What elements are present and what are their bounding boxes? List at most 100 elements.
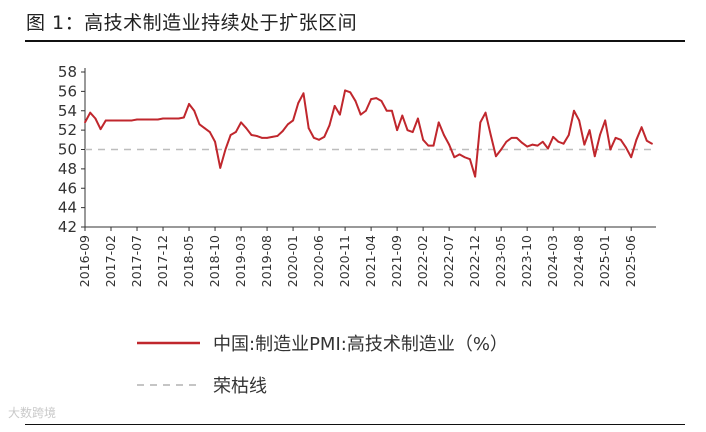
- data-point: [593, 155, 596, 158]
- title-rule: [25, 40, 685, 42]
- y-tick-label: 52: [58, 121, 77, 139]
- data-point: [380, 100, 383, 102]
- data-point: [338, 113, 341, 116]
- x-tick-label: 2017-07: [129, 235, 144, 287]
- data-point: [385, 109, 388, 112]
- data-point: [94, 117, 97, 120]
- y-tick-label: 50: [58, 141, 77, 159]
- data-point: [328, 124, 331, 127]
- x-tick-label: 2021-09: [389, 235, 404, 287]
- data-point: [609, 148, 612, 151]
- data-point: [651, 142, 653, 145]
- x-tick-label: 2020-01: [285, 235, 300, 287]
- data-point: [645, 139, 648, 142]
- data-point: [354, 100, 357, 102]
- x-tick-label: 2020-06: [311, 235, 326, 287]
- legend-label-high-tech-pmi: 中国:制造业PMI:高技术制造业（%）: [213, 334, 508, 355]
- data-point: [552, 136, 555, 138]
- data-point: [599, 134, 601, 136]
- data-point: [437, 121, 440, 124]
- data-point: [136, 118, 138, 121]
- data-point: [266, 136, 268, 139]
- data-point: [614, 136, 617, 139]
- data-point: [557, 140, 560, 143]
- data-point: [89, 111, 92, 114]
- data-point: [182, 116, 185, 119]
- data-point: [271, 136, 274, 138]
- data-point: [104, 119, 107, 122]
- data-point: [510, 136, 513, 139]
- data-point: [500, 148, 503, 151]
- bottom-rule: [25, 424, 685, 425]
- data-point: [115, 119, 118, 122]
- data-point: [619, 138, 622, 141]
- x-tick-label: 2017-12: [155, 235, 170, 287]
- data-point: [625, 146, 627, 149]
- x-tick-label: 2018-10: [207, 235, 222, 287]
- data-point: [391, 109, 393, 112]
- data-point: [323, 136, 326, 138]
- data-point: [333, 105, 336, 107]
- data-point: [344, 89, 346, 92]
- data-point: [531, 143, 534, 146]
- data-point: [292, 119, 294, 122]
- x-tick-label: 2016-09: [77, 235, 92, 287]
- data-point: [245, 127, 248, 130]
- data-point: [541, 140, 544, 143]
- data-point: [240, 121, 242, 124]
- data-point: [458, 153, 461, 156]
- data-point: [401, 114, 404, 117]
- data-point: [578, 119, 581, 122]
- data-point: [588, 129, 591, 132]
- data-point: [234, 131, 237, 133]
- data-point: [505, 140, 508, 143]
- data-point: [489, 134, 492, 136]
- data-point: [562, 142, 565, 145]
- data-point: [427, 144, 430, 147]
- data-point: [146, 118, 149, 121]
- data-point: [312, 136, 315, 139]
- data-point: [417, 117, 419, 120]
- data-point: [198, 123, 201, 126]
- data-point: [567, 134, 570, 136]
- data-point: [370, 98, 372, 101]
- data-point: [130, 119, 133, 122]
- data-point: [193, 109, 196, 112]
- data-point: [474, 175, 477, 178]
- y-tick-label: 44: [58, 199, 77, 217]
- data-point: [463, 156, 466, 159]
- data-point: [359, 113, 362, 116]
- data-point: [640, 126, 643, 129]
- y-tick-label: 56: [58, 82, 77, 100]
- data-point: [297, 102, 300, 104]
- data-point: [167, 117, 170, 120]
- data-point: [443, 134, 445, 136]
- data-point: [84, 121, 86, 124]
- data-point: [208, 131, 211, 133]
- data-point: [365, 109, 367, 112]
- data-point: [250, 134, 253, 136]
- data-point: [219, 167, 222, 169]
- data-point: [307, 127, 310, 130]
- data-point: [125, 119, 128, 122]
- data-point: [110, 119, 112, 122]
- data-point: [536, 144, 539, 147]
- data-point: [479, 121, 482, 124]
- figure-title: 图 1：高技术制造业持续处于扩张区间: [26, 12, 358, 34]
- data-point: [583, 143, 586, 146]
- data-point: [302, 92, 305, 95]
- x-tick-label: 2024-03: [545, 235, 560, 287]
- x-tick-label: 2023-05: [493, 235, 508, 287]
- data-point: [255, 135, 258, 137]
- x-tick-label: 2023-10: [519, 235, 534, 287]
- x-tick-label: 2025-06: [623, 235, 638, 287]
- y-tick-label: 58: [58, 63, 77, 81]
- data-point: [120, 119, 123, 122]
- data-point: [229, 134, 232, 136]
- data-point: [151, 118, 154, 121]
- x-tick-label: 2022-07: [441, 235, 456, 287]
- data-point: [286, 123, 289, 126]
- data-point: [162, 117, 164, 120]
- data-point: [526, 145, 529, 148]
- data-point: [99, 128, 102, 131]
